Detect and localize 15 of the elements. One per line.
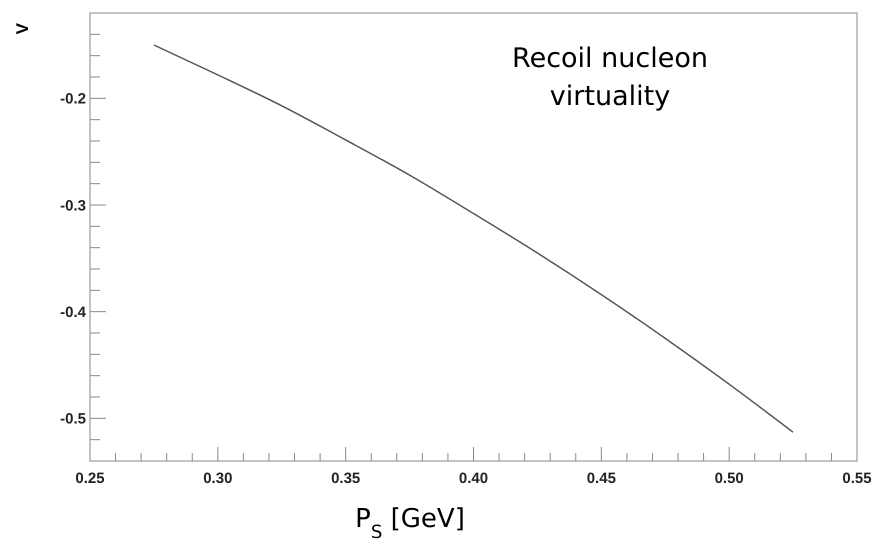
x-tick-label: 0.55 <box>842 470 872 487</box>
y-tick-label: -0.4 <box>60 304 87 321</box>
y-axis-title: V <box>12 22 32 34</box>
x-tick-label: 0.25 <box>75 470 105 487</box>
y-tick-label: -0.2 <box>60 90 86 108</box>
x-tick-label: 0.40 <box>458 470 488 487</box>
line-series <box>153 44 794 433</box>
x-tick-label: 0.35 <box>331 470 360 487</box>
x-tick-label: 0.30 <box>203 470 232 487</box>
annotation: Recoil nucleon virtuality <box>512 43 708 112</box>
x-axis-title: P$_{S}$ [GeV] <box>355 504 465 542</box>
x-tick-label: 0.50 <box>714 470 744 487</box>
x-tick-label: 0.45 <box>586 470 616 487</box>
y-tick-label: -0.5 <box>60 410 86 428</box>
y-tick-label: -0.3 <box>60 197 86 214</box>
